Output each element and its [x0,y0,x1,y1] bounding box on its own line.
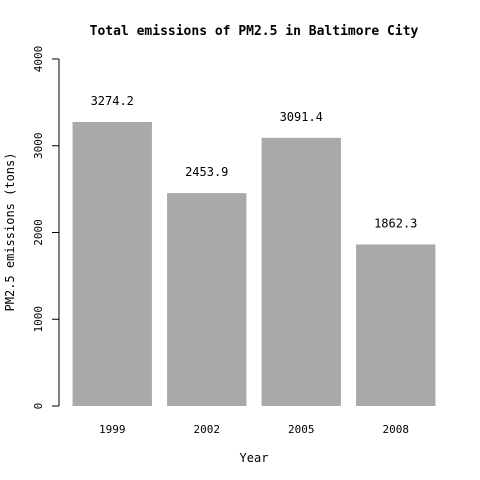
x-tick-labels: 1999 2002 2005 2008 [99,423,409,436]
x-tick-label-2005: 2005 [288,423,315,436]
x-tick-label-2008: 2008 [383,423,410,436]
bar-2008 [356,244,436,406]
y-tick-label: 3000 [32,133,45,160]
y-tick-label: 0 [32,403,45,410]
y-tick-label: 2000 [32,219,45,246]
x-axis-label: Year [240,451,269,465]
x-tick-label-1999: 1999 [99,423,126,436]
value-label-1999: 3274.2 [91,94,134,108]
y-axis: 0 1000 2000 3000 4000 [32,46,60,410]
value-labels: 3274.2 2453.9 3091.4 1862.3 [91,94,418,230]
value-label-2002: 2453.9 [185,165,228,179]
bar-2002 [167,193,247,406]
value-label-2008: 1862.3 [374,216,417,230]
y-axis-label: PM2.5 emissions (tons) [3,153,17,312]
bar-2005 [261,137,341,406]
x-tick-label-2002: 2002 [194,423,221,436]
chart-title: Total emissions of PM2.5 in Baltimore Ci… [90,24,419,39]
value-label-2005: 3091.4 [280,110,323,124]
y-tick-label: 4000 [32,46,45,73]
bar-1999 [72,121,152,407]
y-tick-label: 1000 [32,306,45,333]
bars [72,121,436,407]
